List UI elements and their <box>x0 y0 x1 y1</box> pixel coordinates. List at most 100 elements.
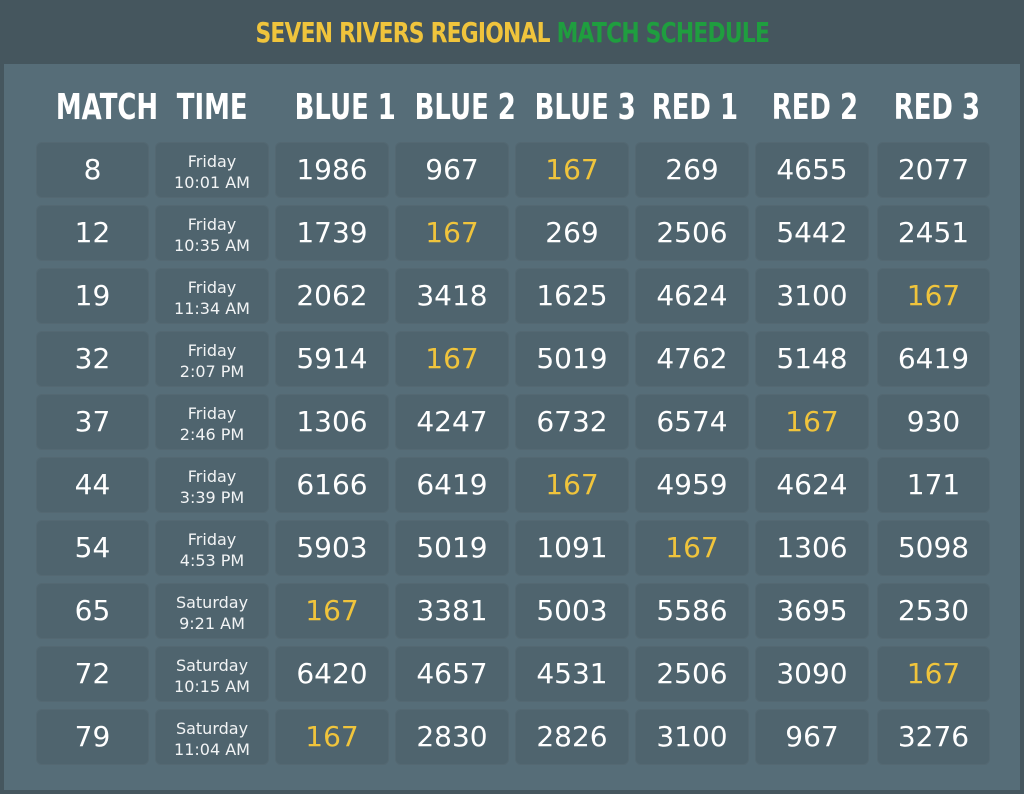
match-clock: 10:15 AM <box>174 677 250 696</box>
blue-2-team: 6419 <box>395 457 509 513</box>
match-time: Friday 3:39 PM <box>155 457 269 513</box>
blue-3-team: 2826 <box>515 709 629 765</box>
title-match-schedule: MATCH SCHEDULE <box>556 16 769 49</box>
match-day: Friday <box>187 404 237 423</box>
column-headers: MATCH TIME BLUE 1 BLUE 2 BLUE 3 RED 1 RE… <box>0 82 1024 134</box>
header-match: MATCH <box>55 87 159 128</box>
red-1-team: 2506 <box>635 205 749 261</box>
match-time: Friday 4:53 PM <box>155 520 269 576</box>
red-2-team: 3090 <box>755 646 869 702</box>
match-clock: 4:53 PM <box>179 551 245 570</box>
title-regional: SEVEN RIVERS REGIONAL <box>255 16 557 49</box>
blue-3-team: 1091 <box>515 520 629 576</box>
red-1-team: 167 <box>635 520 749 576</box>
red-2-team: 1306 <box>755 520 869 576</box>
header-time: TIME <box>176 87 248 128</box>
match-number: 12 <box>36 205 149 261</box>
red-1-team: 3100 <box>635 709 749 765</box>
header-blue-2: BLUE 2 <box>414 87 516 128</box>
blue-3-team: 5019 <box>515 331 629 387</box>
table-row: 65 Saturday 9:21 AM 167 3381 5003 5586 3695 2530 <box>0 583 1024 641</box>
match-day: Saturday <box>175 656 249 675</box>
blue-3-team: 167 <box>515 457 629 513</box>
blue-3-team: 167 <box>515 142 629 198</box>
blue-1-team: 5914 <box>275 331 389 387</box>
blue-1-team: 1739 <box>275 205 389 261</box>
red-3-team: 167 <box>877 646 990 702</box>
match-number: 32 <box>36 331 149 387</box>
red-1-team: 4959 <box>635 457 749 513</box>
blue-1-team: 6420 <box>275 646 389 702</box>
red-2-team: 4624 <box>755 457 869 513</box>
blue-1-team: 167 <box>275 709 389 765</box>
match-day: Friday <box>187 467 237 486</box>
match-day: Friday <box>187 278 237 297</box>
red-3-team: 167 <box>877 268 990 324</box>
match-number: 44 <box>36 457 149 513</box>
match-number: 72 <box>36 646 149 702</box>
blue-1-team: 167 <box>275 583 389 639</box>
header-red-2: RED 2 <box>771 87 859 128</box>
match-day: Friday <box>187 530 237 549</box>
red-2-team: 167 <box>755 394 869 450</box>
header-red-1: RED 1 <box>651 87 739 128</box>
table-row: 37 Friday 2:46 PM 1306 4247 6732 6574 167 930 <box>0 394 1024 452</box>
match-time: Saturday 10:15 AM <box>155 646 269 702</box>
red-3-team: 2077 <box>877 142 990 198</box>
blue-1-team: 1306 <box>275 394 389 450</box>
match-number: 54 <box>36 520 149 576</box>
red-1-team: 4762 <box>635 331 749 387</box>
blue-2-team: 3381 <box>395 583 509 639</box>
table-row: 12 Friday 10:35 AM 1739 167 269 2506 5442 2451 <box>0 205 1024 263</box>
red-2-team: 5442 <box>755 205 869 261</box>
match-clock: 2:46 PM <box>179 425 245 444</box>
match-time: Friday 11:34 AM <box>155 268 269 324</box>
match-clock: 9:21 AM <box>179 614 245 633</box>
table-row: 72 Saturday 10:15 AM 6420 4657 4531 2506 3090 16… <box>0 646 1024 704</box>
blue-2-team: 2830 <box>395 709 509 765</box>
blue-1-team: 6166 <box>275 457 389 513</box>
blue-1-team: 2062 <box>275 268 389 324</box>
table-row: 79 Saturday 11:04 AM 167 2830 2826 3100 967 3276 <box>0 709 1024 767</box>
red-1-team: 269 <box>635 142 749 198</box>
blue-2-team: 167 <box>395 205 509 261</box>
match-number: 37 <box>36 394 149 450</box>
red-2-team: 4655 <box>755 142 869 198</box>
blue-2-team: 5019 <box>395 520 509 576</box>
blue-3-team: 269 <box>515 205 629 261</box>
red-3-team: 2530 <box>877 583 990 639</box>
match-time: Friday 2:07 PM <box>155 331 269 387</box>
red-2-team: 5148 <box>755 331 869 387</box>
match-time: Friday 10:35 AM <box>155 205 269 261</box>
red-1-team: 6574 <box>635 394 749 450</box>
blue-2-team: 4247 <box>395 394 509 450</box>
blue-1-team: 5903 <box>275 520 389 576</box>
match-number: 65 <box>36 583 149 639</box>
table-row: 19 Friday 11:34 AM 2062 3418 1625 4624 3100 167 <box>0 268 1024 326</box>
blue-3-team: 1625 <box>515 268 629 324</box>
red-3-team: 6419 <box>877 331 990 387</box>
match-clock: 10:35 AM <box>174 236 250 255</box>
red-2-team: 3100 <box>755 268 869 324</box>
blue-3-team: 4531 <box>515 646 629 702</box>
match-number: 8 <box>36 142 149 198</box>
match-clock: 11:34 AM <box>174 299 250 318</box>
header-red-3: RED 3 <box>893 87 981 128</box>
red-1-team: 2506 <box>635 646 749 702</box>
blue-1-team: 1986 <box>275 142 389 198</box>
match-clock: 2:07 PM <box>179 362 245 381</box>
match-time: Saturday 11:04 AM <box>155 709 269 765</box>
red-1-team: 4624 <box>635 268 749 324</box>
blue-2-team: 4657 <box>395 646 509 702</box>
match-clock: 11:04 AM <box>174 740 250 759</box>
match-day: Friday <box>187 215 237 234</box>
match-clock: 3:39 PM <box>179 488 245 507</box>
match-number: 79 <box>36 709 149 765</box>
table-row: 44 Friday 3:39 PM 6166 6419 167 4959 4624 171 <box>0 457 1024 515</box>
blue-3-team: 6732 <box>515 394 629 450</box>
blue-2-team: 3418 <box>395 268 509 324</box>
match-clock: 10:01 AM <box>174 173 250 192</box>
red-3-team: 2451 <box>877 205 990 261</box>
header-blue-1: BLUE 1 <box>294 87 396 128</box>
table-row: 8 Friday 10:01 AM 1986 967 167 269 4655 2077 <box>0 142 1024 200</box>
